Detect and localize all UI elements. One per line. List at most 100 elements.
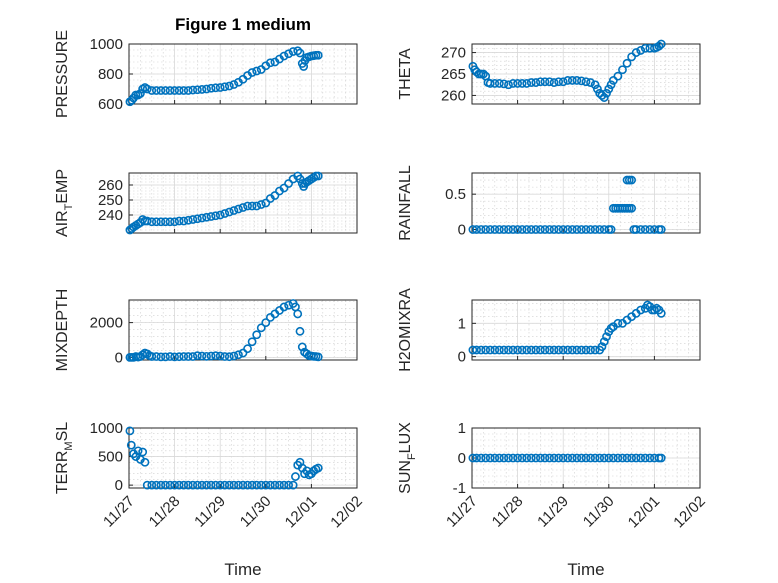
data-point: [165, 480, 175, 490]
data-point: [581, 345, 591, 355]
data-point: [522, 79, 532, 88]
y-axis-label: MIXDEPTH: [54, 289, 71, 372]
data-point: [554, 345, 564, 355]
x-axis-label-right: Time: [567, 560, 604, 579]
data-point: [138, 447, 148, 457]
y-tick-label: 265: [441, 66, 466, 83]
data-point: [238, 348, 248, 358]
data-point: [572, 76, 582, 85]
x-tick-label: 11/27: [100, 493, 138, 531]
data-point: [279, 51, 289, 61]
data-point: [188, 352, 198, 361]
data-point: [151, 352, 161, 361]
data-point: [468, 345, 478, 355]
data-point: [174, 86, 184, 95]
data-point: [156, 480, 166, 490]
data-point: [481, 453, 491, 463]
subplot-sun-flux: -1 0 1 11/27 11/28 11/29 11/30 12/01 12/02 SUNFLU…: [397, 420, 709, 531]
data-point: [586, 345, 595, 355]
data-point: [567, 345, 577, 355]
data-point: [595, 225, 605, 234]
data-point: [604, 453, 614, 463]
data-point: [531, 345, 541, 355]
data-point: [604, 84, 614, 94]
y-tick-label: 500: [98, 449, 123, 466]
data-point: [220, 352, 230, 361]
y-tick-label: 0: [458, 450, 466, 467]
data-point: [504, 225, 513, 234]
data-point: [597, 342, 607, 352]
data-point: [517, 225, 527, 234]
data-point: [513, 453, 522, 463]
data-point: [165, 217, 175, 227]
data-point: [618, 453, 627, 463]
data-point: [636, 46, 646, 55]
data-point: [499, 453, 509, 463]
data-point: [468, 225, 478, 234]
data-point: [599, 93, 609, 102]
subplot-mixdepth: 0 2000 MIXDEPTH: [54, 289, 358, 372]
data-point: [142, 349, 152, 359]
data-point: [229, 206, 239, 215]
data-point: [284, 49, 293, 59]
data-point: [188, 85, 198, 95]
y-tick-label: 0.5: [445, 186, 466, 203]
data-point: [606, 80, 616, 90]
data-point: [485, 453, 495, 463]
data-point: [622, 58, 632, 68]
data-point: [170, 480, 179, 490]
data-point: [517, 79, 527, 88]
data-point: [468, 453, 478, 463]
data-point: [597, 91, 607, 100]
data-point: [142, 480, 152, 490]
data-point: [206, 83, 216, 93]
data-point: [549, 78, 559, 87]
x-tick-label: 11/28: [146, 493, 184, 531]
y-tick-label: 0: [115, 349, 123, 366]
data-point: [618, 65, 627, 75]
data-point: [636, 305, 646, 315]
data-point: [656, 39, 666, 49]
data-point: [179, 352, 189, 361]
data-point: [504, 80, 513, 90]
data-point: [545, 345, 554, 355]
data-point: [224, 207, 234, 217]
data-point: [504, 345, 513, 355]
data-point: [174, 352, 184, 362]
data-point: [554, 77, 564, 87]
data-point: [490, 79, 500, 88]
data-point: [531, 78, 541, 87]
data-point: [531, 225, 541, 234]
data-point: [476, 225, 486, 234]
data-point: [135, 89, 145, 98]
data-point: [531, 453, 541, 463]
data-point: [220, 82, 230, 92]
data-point: [151, 86, 161, 95]
data-point: [522, 453, 532, 463]
data-point: [494, 225, 504, 234]
data-point: [581, 453, 591, 463]
y-tick-label: 0: [458, 221, 466, 238]
data-point: [627, 453, 636, 463]
data-point: [513, 345, 522, 355]
data-point: [581, 225, 591, 234]
y-axis-label: RAINFALL: [397, 165, 414, 241]
data-point: [211, 211, 221, 221]
data-point: [215, 210, 225, 220]
x-tick-label: 12/02: [670, 493, 709, 532]
data-point: [211, 351, 221, 361]
y-tick-label: 1: [458, 420, 466, 437]
data-point: [577, 345, 586, 355]
data-point: [256, 200, 266, 209]
data-point: [522, 345, 532, 355]
data-point: [590, 453, 600, 463]
data-point: [631, 48, 641, 57]
data-point: [256, 480, 266, 490]
y-tick-label: 600: [98, 96, 123, 113]
data-point: [656, 225, 666, 234]
data-point: [229, 351, 239, 361]
data-point: [558, 453, 568, 463]
data-point: [545, 453, 554, 463]
data-point: [270, 191, 280, 200]
